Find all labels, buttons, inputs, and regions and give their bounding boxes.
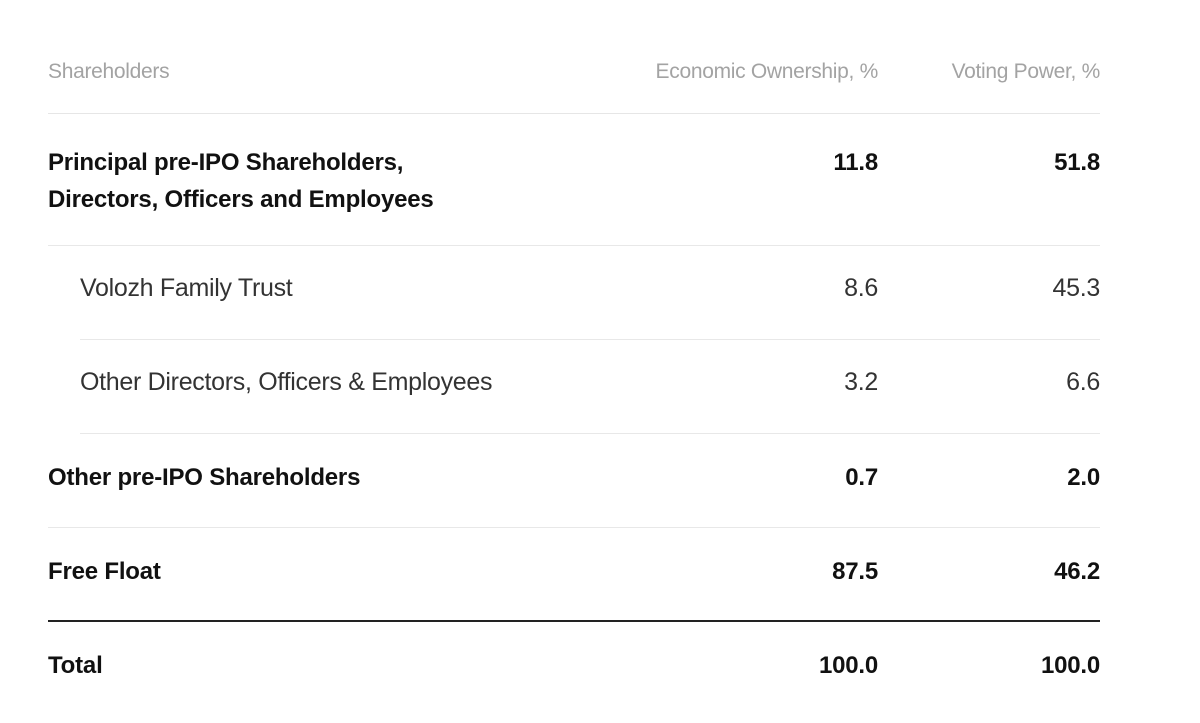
header-economic-ownership: Economic Ownership, % (655, 60, 879, 83)
row-name: Other pre-IPO Shareholders (48, 464, 361, 491)
row-economic-value: 3.2 (844, 368, 878, 396)
row-voting-value: 51.8 (1054, 149, 1100, 176)
row-name-line-2: Directors, Officers and Employees (48, 186, 434, 213)
table-row-other-pre-ipo: Other pre-IPO Shareholders 0.7 2.0 (48, 434, 1100, 528)
row-voting-value: 45.3 (1052, 274, 1101, 302)
row-economic-value: 8.6 (844, 274, 878, 302)
row-name: Volozh Family Trust (80, 274, 293, 302)
shareholder-table: Shareholders Economic Ownership, % Votin… (48, 0, 1100, 714)
row-economic-value: 11.8 (833, 149, 878, 176)
row-name-line-1: Principal pre-IPO Shareholders, (48, 149, 404, 176)
row-economic-value: 0.7 (845, 464, 878, 491)
row-name: Other Directors, Officers & Employees (80, 368, 493, 396)
sub-row-group-2: Other Directors, Officers & Employees 3.… (80, 340, 1100, 434)
table-row-principal: Principal pre-IPO Shareholders, Director… (48, 114, 1100, 246)
table-row-free-float: Free Float 87.5 46.2 (48, 528, 1100, 622)
total-label: Total (48, 652, 103, 679)
row-voting-value: 2.0 (1067, 464, 1100, 491)
row-voting-value: 6.6 (1066, 368, 1100, 396)
table-row-other-directors: Other Directors, Officers & Employees 3.… (80, 340, 1100, 433)
header-voting-power: Voting Power, % (951, 60, 1101, 83)
table-row-total: Total 100.0 100.0 (48, 622, 1100, 714)
row-name: Principal pre-IPO Shareholders, Director… (48, 114, 608, 218)
total-voting-value: 100.0 (1040, 652, 1100, 679)
row-name: Free Float (48, 558, 161, 585)
table-header-row: Shareholders Economic Ownership, % Votin… (48, 0, 1100, 114)
table-row-volozh: Volozh Family Trust 8.6 45.3 (80, 246, 1100, 339)
total-economic-value: 100.0 (818, 652, 878, 679)
header-shareholders: Shareholders (48, 60, 170, 83)
row-voting-value: 46.2 (1054, 558, 1100, 585)
row-economic-value: 87.5 (832, 558, 878, 585)
sub-row-group-1: Volozh Family Trust 8.6 45.3 (80, 246, 1100, 340)
